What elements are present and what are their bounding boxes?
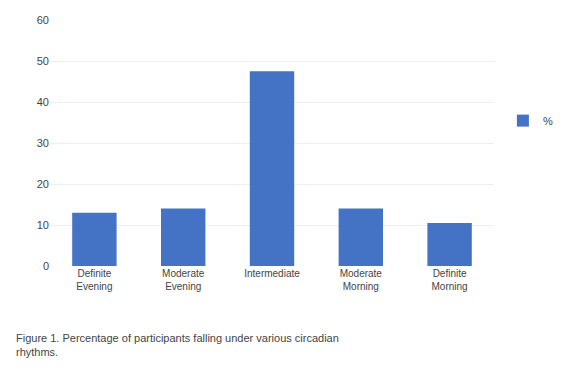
svg-text:50: 50	[37, 55, 49, 67]
svg-text:Figure 1. Percentage of partic: Figure 1. Percentage of participants fal…	[16, 332, 339, 358]
svg-text:%: %	[543, 115, 553, 127]
svg-text:ModerateMorning: ModerateMorning	[340, 268, 383, 292]
svg-text:60: 60	[37, 14, 49, 26]
svg-text:20: 20	[37, 178, 49, 190]
svg-text:30: 30	[37, 137, 49, 149]
svg-text:DefiniteMorning: DefiniteMorning	[432, 268, 468, 292]
svg-text:Intermediate: Intermediate	[244, 268, 300, 279]
svg-text:ModerateEvening: ModerateEvening	[162, 268, 205, 292]
svg-text:40: 40	[37, 96, 49, 108]
svg-text:10: 10	[37, 219, 49, 231]
svg-text:DefiniteEvening: DefiniteEvening	[76, 268, 112, 292]
svg-text:0: 0	[43, 260, 49, 272]
